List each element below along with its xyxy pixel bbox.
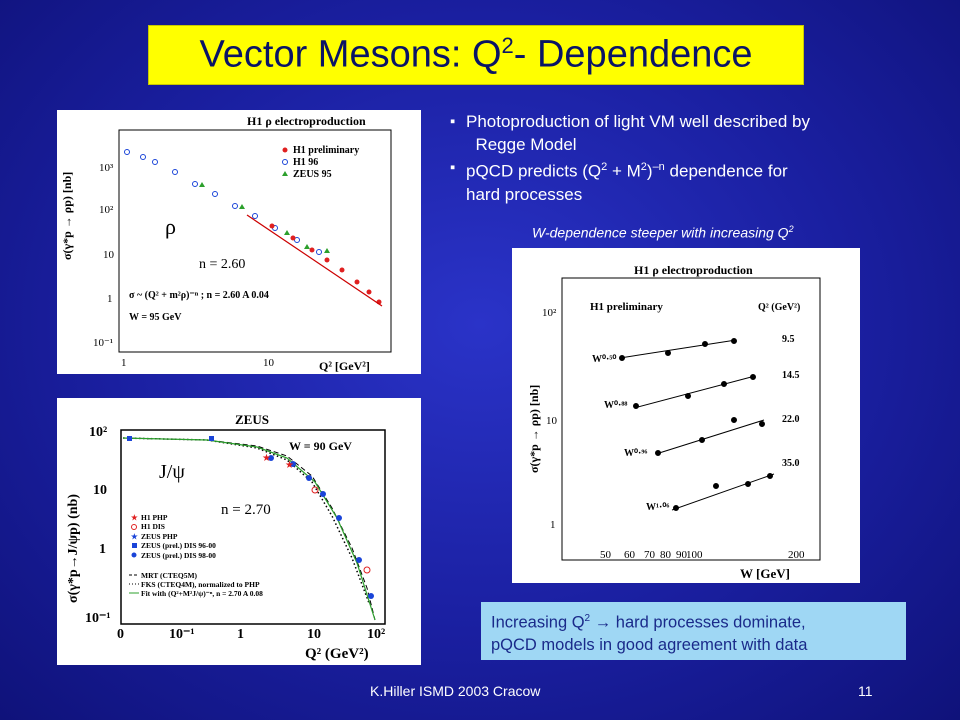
y-tick: 1: [550, 519, 556, 531]
legend-item: MRT (CTEQ5M): [141, 571, 198, 580]
plot-title: H1 ρ electroproduction: [247, 114, 366, 128]
legend-item: FKS (CTEQ4M), normalized to PHP: [141, 580, 260, 589]
legend-item: ZEUS PHP: [141, 532, 178, 541]
y-axis-label: σ(γ*p→J/ψp) (nb): [66, 494, 81, 603]
data-points-zeus95: [199, 182, 330, 253]
legend-item: ZEUS 95: [293, 169, 332, 180]
fit-label: W⁰·⁵⁰: [592, 354, 616, 365]
x-tick: 50: [600, 549, 612, 561]
w-label: W = 90 GeV: [289, 439, 352, 453]
y-tick: 10: [546, 415, 558, 427]
q2-value: 35.0: [782, 458, 800, 469]
data-points: ★★: [127, 436, 374, 599]
x-tick: 200: [788, 549, 805, 561]
y-tick: 1: [107, 293, 113, 305]
legend-item: H1 DIS: [141, 522, 165, 531]
svg-text:★: ★: [262, 453, 271, 464]
y-axis-label: σ(γ*p → ρp) [nb]: [527, 385, 541, 473]
plot-title: H1 ρ electroproduction: [634, 263, 753, 277]
q2-value: 14.5: [782, 370, 800, 381]
meson-label: J/ψ: [159, 461, 185, 483]
data-series: [619, 338, 775, 511]
plot-jpsi-q2: ZEUS W = 90 GeV σ(γ*p→J/ψp) (nb) Q² (GeV…: [57, 398, 421, 665]
n-label: n = 2.60: [199, 257, 245, 272]
y-tick: 10⁻¹: [85, 611, 111, 626]
legend-item: Fit with (Q²+M²J/ψ)⁻ⁿ, n = 2.70 A 0.08: [141, 589, 263, 598]
plot-w-dependence: H1 ρ electroproduction σ(γ*p → ρp) [nb] …: [512, 248, 860, 583]
fit-label: W⁰·⁸⁸: [604, 400, 627, 411]
legend-item: H1 96: [293, 157, 318, 168]
x-tick: 10⁻¹: [169, 627, 195, 642]
y-tick: 10²: [99, 204, 114, 216]
x-tick: 80: [660, 549, 672, 561]
footer-author: K.Hiller ISMD 2003 Cracow: [370, 683, 541, 699]
svg-text:★: ★: [285, 460, 294, 471]
x-tick: 10²: [367, 627, 385, 642]
data-points-h1prelim: [269, 223, 382, 305]
y-tick: 1: [99, 542, 106, 557]
x-tick: 1: [121, 357, 127, 369]
svg-text:★: ★: [131, 532, 139, 541]
legend: ★ H1 PHP H1 DIS ★ ZEUS PHP ZEUS (prel.) DI…: [129, 513, 263, 598]
q2-header: Q² (GeV²): [758, 302, 800, 313]
slide-number: 11: [858, 683, 873, 699]
x-tick: 10: [263, 357, 275, 369]
x-tick: 1: [237, 627, 244, 642]
bullet-list: Photoproduction of light VM well describ…: [450, 110, 930, 206]
x-tick: 90: [676, 549, 688, 561]
legend-item: ZEUS (prel.) DIS 98-00: [141, 551, 216, 560]
bullet-item: Photoproduction of light VM well describ…: [450, 110, 930, 156]
x-tick: 100: [686, 549, 703, 561]
q2-value: 22.0: [782, 414, 800, 425]
y-tick: 10⁻¹: [93, 337, 113, 349]
fit-label: W¹·⁰⁶: [646, 502, 669, 513]
legend-item: H1 preliminary: [293, 145, 359, 156]
y-tick: 10: [103, 249, 115, 261]
x-tick: 70: [644, 549, 656, 561]
x-axis-label: W [GeV]: [740, 566, 790, 581]
n-label: n = 2.70: [221, 502, 271, 518]
y-axis-label: σ(γ*p → ρp) [nb]: [60, 172, 74, 260]
title-box: Vector Mesons: Q2- Dependence: [148, 25, 804, 85]
legend-item: H1 PHP: [141, 513, 168, 522]
x-tick: 60: [624, 549, 636, 561]
fit-label: W⁰·⁹⁶: [624, 448, 647, 459]
fit-formula: σ ~ (Q² + m²ρ)⁻ⁿ ; n = 2.60 A 0.04: [129, 290, 269, 301]
legend-item: H1 preliminary: [590, 301, 663, 313]
slide-title: Vector Mesons: Q2- Dependence: [199, 33, 753, 76]
y-tick: 10: [93, 483, 107, 498]
bullet-item: pQCD predicts (Q2 + M2)–n dependence for…: [450, 156, 930, 206]
meson-label: ρ: [165, 214, 176, 239]
w-label: W = 95 GeV: [129, 312, 182, 323]
w-dependence-note: W-dependence steeper with increasing Q2: [532, 224, 794, 241]
y-tick: 10²: [89, 425, 107, 440]
q2-value: 9.5: [782, 334, 795, 345]
conclusion-box: Increasing Q2 → hard processes dominate,…: [481, 602, 906, 660]
x-tick: 10: [307, 627, 321, 642]
y-tick: 10²: [542, 307, 557, 319]
x-tick: 0: [117, 627, 124, 642]
x-axis-label: Q² (GeV²): [305, 646, 369, 662]
plot-rho-q2: H1 ρ electroproduction σ(γ*p → ρp) [nb] …: [57, 110, 421, 374]
legend-item: ZEUS (prel.) DIS 96-00: [141, 541, 216, 550]
x-axis-label: Q² [GeV²]: [319, 359, 370, 373]
svg-text:★: ★: [131, 513, 139, 522]
plot-title: ZEUS: [235, 412, 269, 427]
y-tick: 10³: [99, 162, 114, 174]
